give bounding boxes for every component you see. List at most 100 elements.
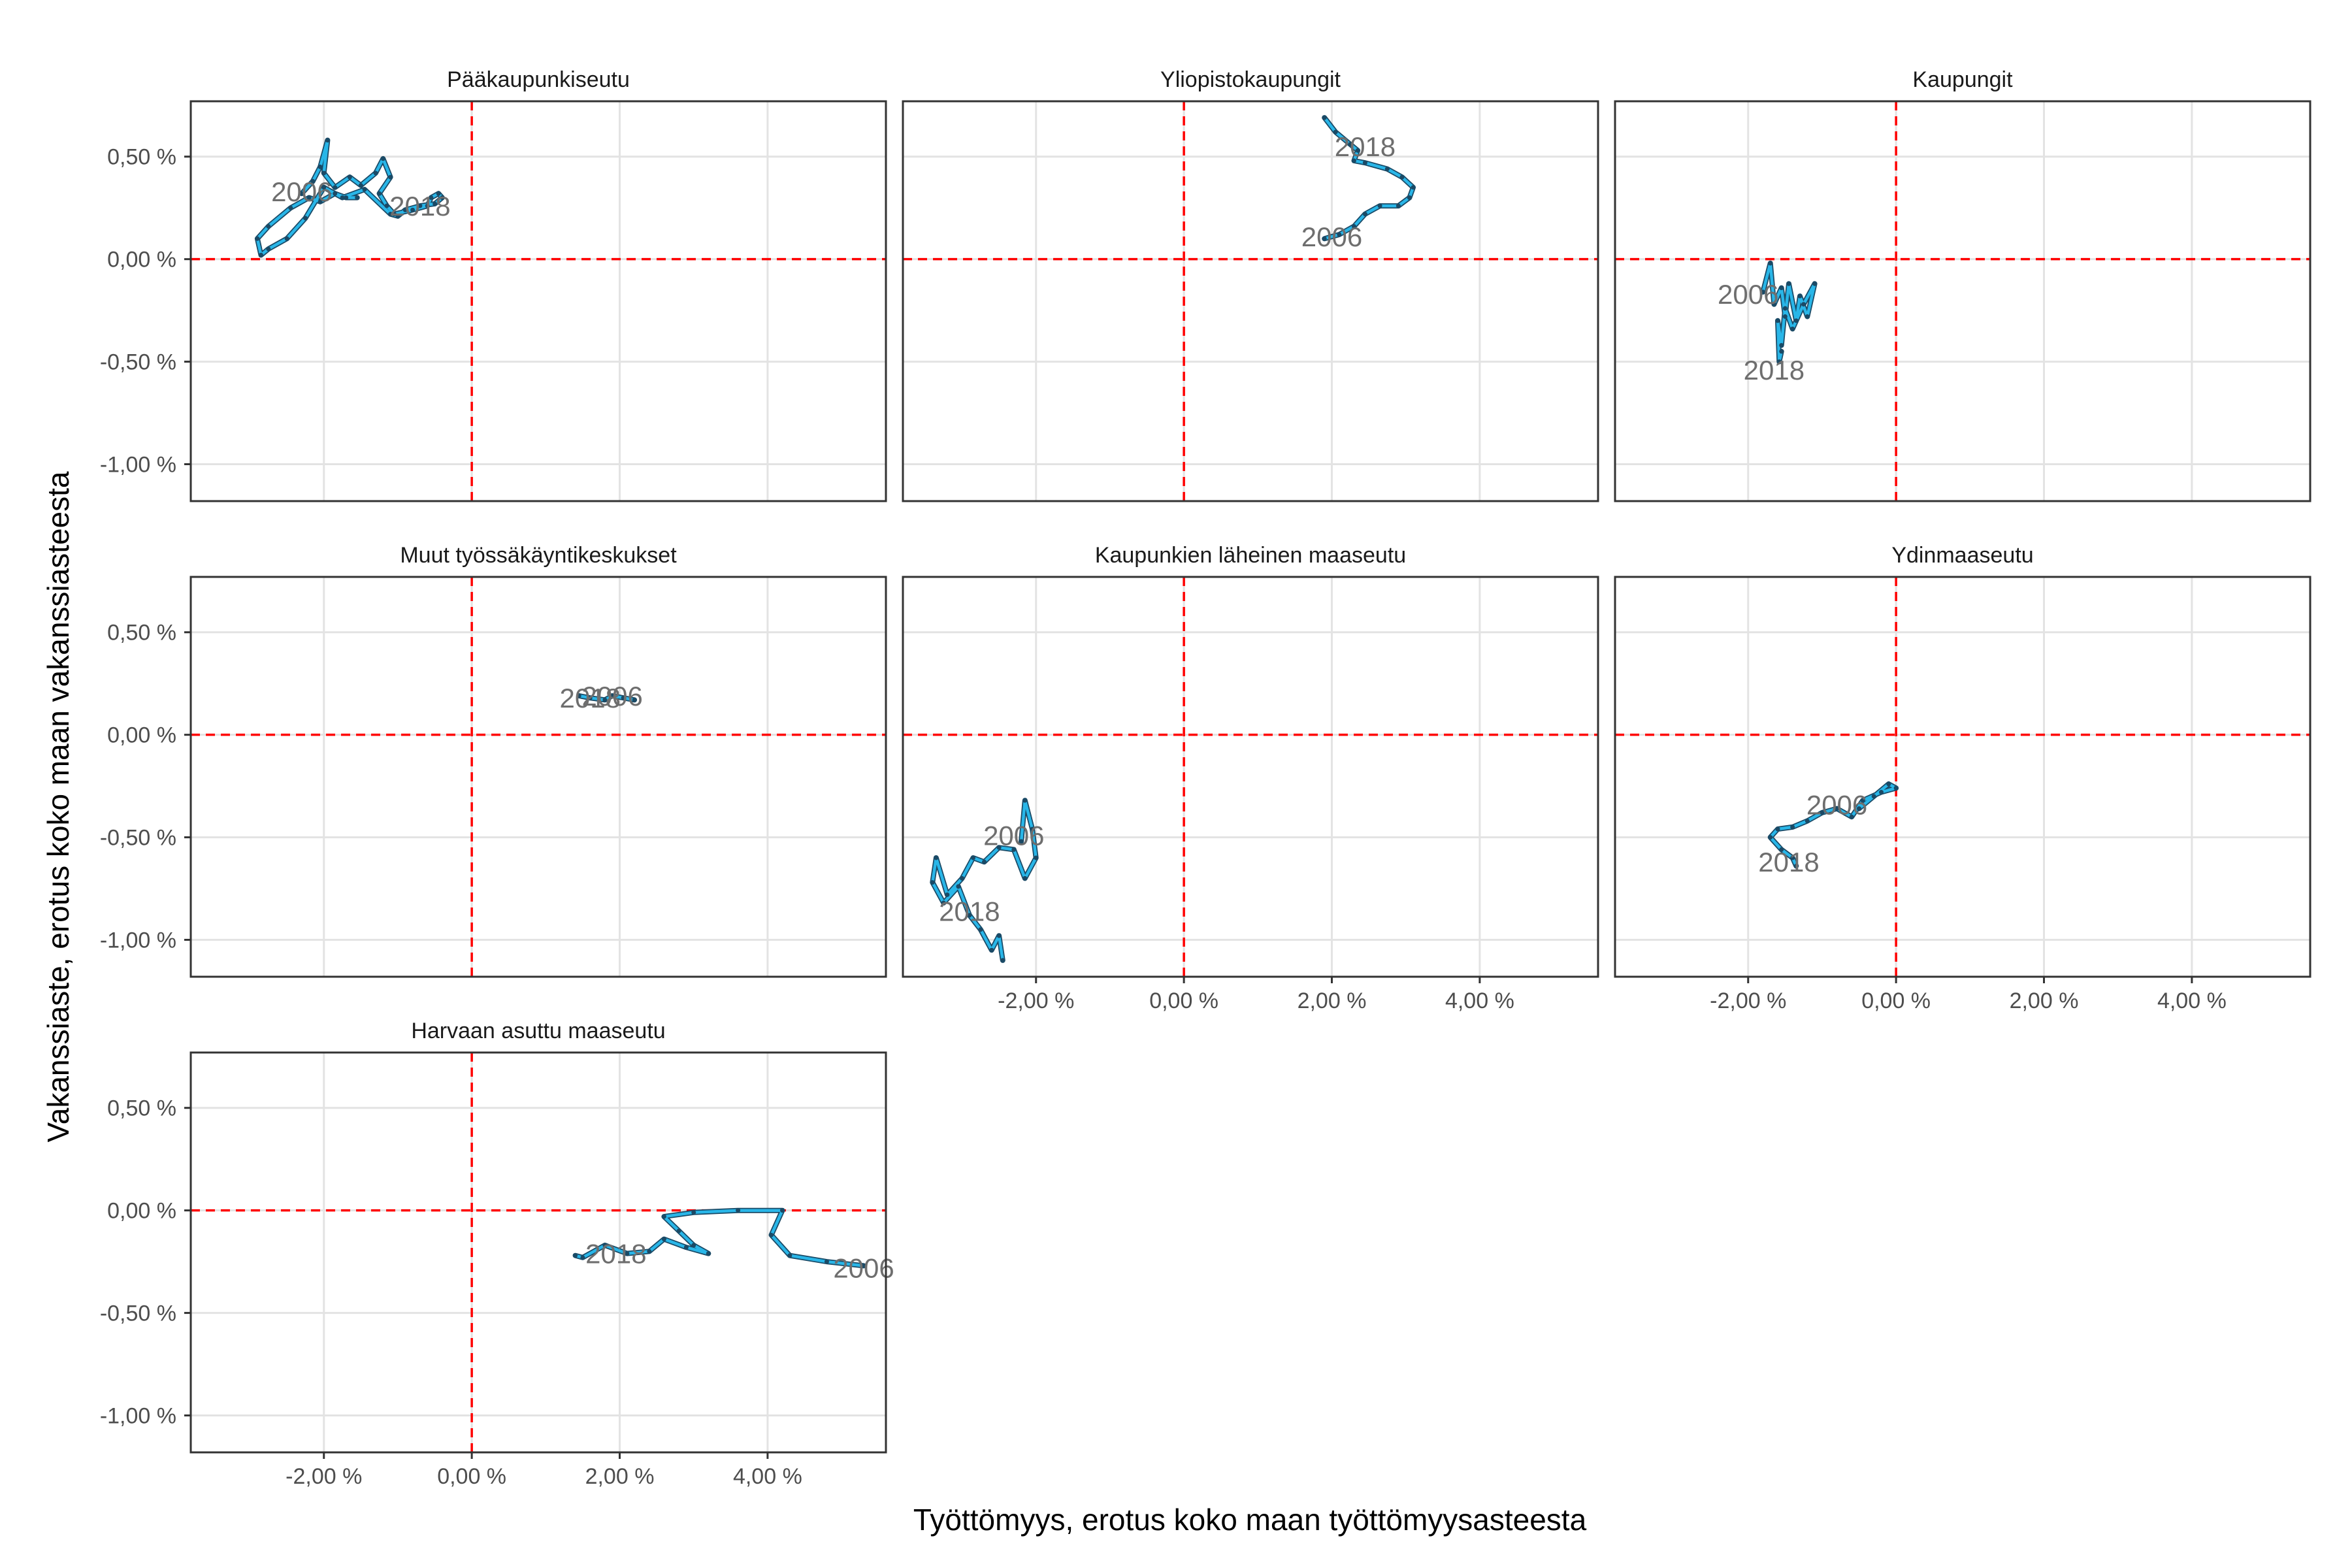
data-point xyxy=(1801,302,1806,307)
panel-title: Ydinmaaseutu xyxy=(1891,543,2033,568)
panel: Kaupungit 2006 2018 xyxy=(1614,67,2311,502)
data-point xyxy=(661,1214,666,1219)
data-point xyxy=(1779,847,1784,852)
series-group xyxy=(930,798,1039,963)
panel-title: Yliopistokaupungit xyxy=(1160,67,1341,92)
data-point xyxy=(960,875,965,881)
end-year-label: 2018 xyxy=(1744,355,1805,385)
panel: Ydinmaaseutu 2006 2018 -2,00 % 0,00 % 2,00 % 4… xyxy=(1614,543,2311,1013)
data-point xyxy=(1355,148,1360,153)
x-tick-label: 4,00 % xyxy=(733,1464,802,1489)
data-point xyxy=(1760,289,1765,295)
y-tick-label: 0,50 % xyxy=(107,1096,176,1121)
data-point xyxy=(573,1253,578,1258)
data-point xyxy=(1776,359,1782,365)
series-path xyxy=(1322,116,1415,240)
data-point xyxy=(1805,314,1810,319)
data-point xyxy=(310,178,316,184)
data-point xyxy=(402,207,408,212)
y-tick-label: 0,00 % xyxy=(107,1199,176,1224)
data-point xyxy=(1384,167,1390,172)
data-point xyxy=(576,693,581,698)
data-point xyxy=(1820,810,1825,815)
data-point xyxy=(1779,286,1784,291)
data-point xyxy=(255,236,260,241)
data-point xyxy=(1396,203,1401,208)
x-axis-title: Työttömyys, erotus koko maan työttömyysa… xyxy=(913,1503,1587,1537)
data-point xyxy=(333,191,338,196)
data-point xyxy=(288,205,293,210)
data-point xyxy=(647,1249,652,1254)
data-point xyxy=(321,171,327,176)
data-point xyxy=(395,214,400,219)
data-point xyxy=(632,697,637,702)
x-tick-label: -2,00 % xyxy=(286,1464,362,1489)
data-point xyxy=(433,201,438,206)
data-point xyxy=(1775,826,1780,832)
data-point xyxy=(1019,839,1024,844)
y-tick-label: -1,00 % xyxy=(100,453,176,478)
panel-border xyxy=(1614,576,2311,978)
data-point xyxy=(1805,818,1810,823)
data-point xyxy=(347,174,352,180)
data-point xyxy=(602,1243,608,1248)
data-point xyxy=(1779,342,1784,348)
y-tick-label: 0,50 % xyxy=(107,621,176,645)
data-point xyxy=(1348,142,1353,147)
y-tick-label: 0,00 % xyxy=(107,248,176,272)
data-point xyxy=(978,927,983,932)
panel-border xyxy=(189,1051,887,1454)
y-tick-label: -0,50 % xyxy=(100,1301,176,1326)
data-point xyxy=(1022,875,1028,881)
panel-title: Pääkaupunkiseutu xyxy=(447,67,630,92)
data-point xyxy=(1768,261,1773,266)
data-point xyxy=(321,185,327,190)
data-point xyxy=(440,195,445,201)
data-point xyxy=(1333,129,1338,135)
end-year-label: 2018 xyxy=(939,896,1000,927)
data-point xyxy=(1768,835,1773,840)
x-tick-label: 4,00 % xyxy=(1445,988,1514,1013)
data-point xyxy=(1878,790,1884,795)
data-point xyxy=(661,1237,666,1242)
data-point xyxy=(930,880,935,885)
panel-title: Muut työssäkäyntikeskukset xyxy=(400,543,677,568)
data-point xyxy=(1322,236,1327,241)
data-point xyxy=(306,195,312,201)
data-point xyxy=(1812,281,1818,286)
data-point xyxy=(1771,302,1776,307)
y-tick-label: -1,00 % xyxy=(100,928,176,953)
data-point xyxy=(1790,855,1795,860)
data-point xyxy=(388,174,393,180)
data-point xyxy=(1351,158,1356,163)
data-point xyxy=(996,933,1002,938)
data-point xyxy=(417,203,423,208)
data-point xyxy=(691,1243,696,1248)
data-point xyxy=(691,1210,696,1215)
data-point xyxy=(1782,314,1788,319)
data-point xyxy=(1011,847,1017,852)
x-tick-label: -2,00 % xyxy=(998,988,1074,1013)
data-point xyxy=(989,947,994,953)
data-point xyxy=(1793,318,1799,323)
y-tick-label: 0,50 % xyxy=(107,145,176,170)
data-point xyxy=(1790,825,1795,830)
data-point xyxy=(967,913,972,918)
data-point xyxy=(302,216,308,221)
data-point xyxy=(1849,814,1854,819)
series-group xyxy=(1760,260,1818,365)
data-point xyxy=(1797,293,1803,299)
y-tick-label: -1,00 % xyxy=(100,1404,176,1429)
end-year-label: 2018 xyxy=(389,191,450,221)
series-group xyxy=(576,693,638,703)
data-point xyxy=(358,183,363,188)
data-point xyxy=(1000,958,1005,963)
data-point xyxy=(1022,798,1028,803)
x-tick-label: 2,00 % xyxy=(585,1464,655,1489)
data-point xyxy=(318,164,323,169)
panel-title: Harvaan asuttu maaseutu xyxy=(411,1019,665,1043)
series-group xyxy=(1322,115,1416,242)
data-point xyxy=(388,212,393,217)
